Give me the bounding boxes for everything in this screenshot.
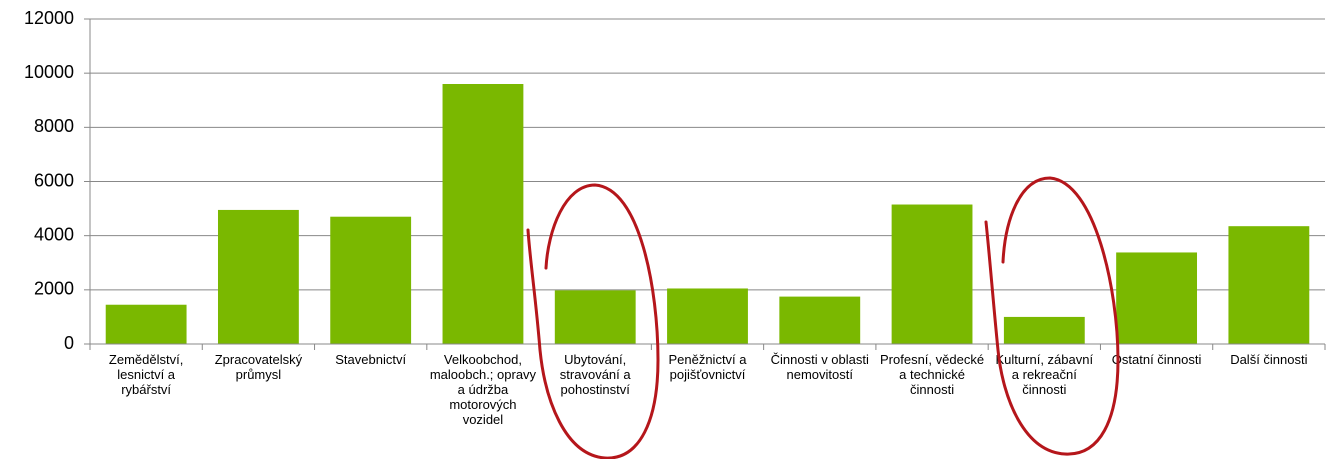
bar [554,290,636,344]
x-tick-label: Profesní, vědecké a technické činnosti [880,352,985,397]
x-tick-label: Stavebnictví [335,352,407,367]
y-tick-label: 6000 [34,170,74,190]
bar [1003,316,1085,344]
x-tick-label: Ostatní činnosti [1111,352,1202,367]
x-tick-label: Zpracovatelský průmysl [214,352,303,382]
y-tick-label: 12000 [24,8,74,28]
y-tick-label: 2000 [34,279,74,299]
x-tick-label: Další činnosti [1230,352,1308,367]
bar [105,304,187,344]
bar [1116,252,1198,344]
x-tick-label: Kulturní, zábavní a rekreační činnosti [995,352,1094,397]
x-tick-label: Peněžnictví a pojišťovnictví [668,352,747,382]
bar [779,296,861,344]
y-tick-label: 10000 [24,62,74,82]
y-tick-label: 0 [64,333,74,353]
bar [442,84,524,344]
bar [217,209,299,344]
bar [1228,226,1310,344]
x-tick-label: Ubytování, stravování a pohostinství [559,352,631,397]
bar [330,216,412,344]
y-tick-label: 8000 [34,116,74,136]
x-tick-label: Činnosti v oblasti nemovitostí [770,352,869,382]
bar [891,204,973,344]
x-tick-label: Velkoobchod, maloobch.; opravy a údržba … [429,352,537,427]
bar [667,288,748,344]
y-tick-label: 4000 [34,224,74,244]
x-tick-label: Zemědělství, lesnictví a rybářství [108,352,184,397]
